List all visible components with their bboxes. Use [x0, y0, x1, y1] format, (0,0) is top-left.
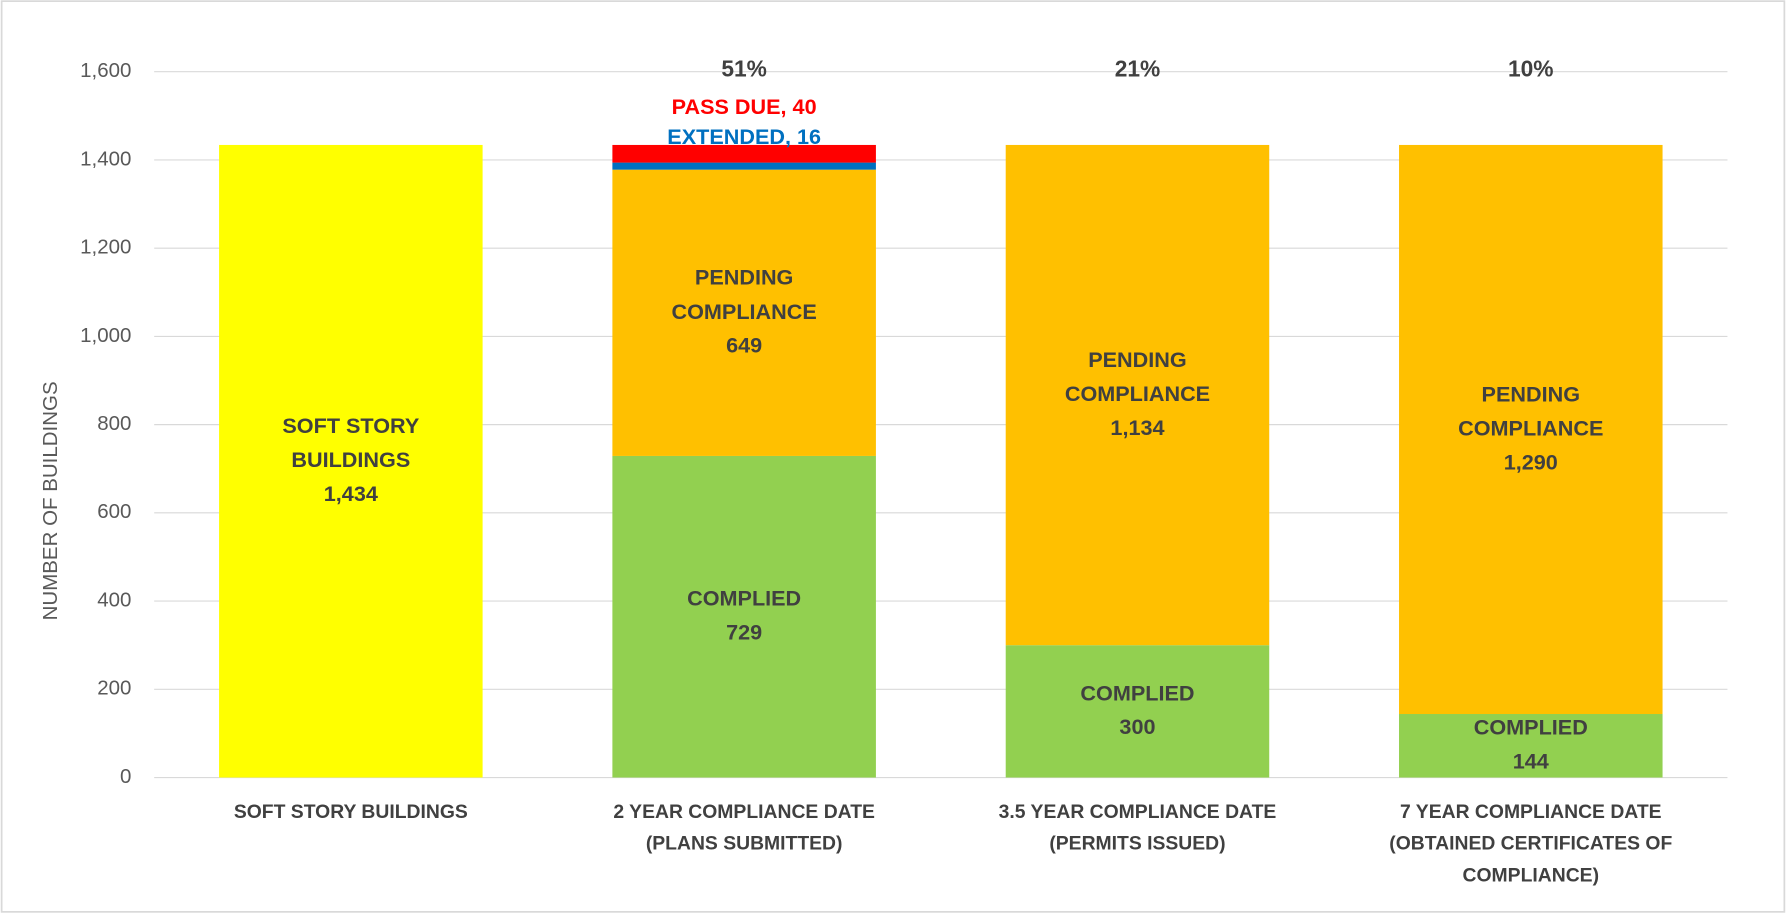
- bar-segment: COMPLIED: [612, 455, 876, 778]
- segment-name: COMPLIED: [1080, 680, 1194, 705]
- y-tick-label: 1,200: [80, 236, 131, 259]
- bar-segment: PASS DUE: [612, 144, 876, 163]
- x-tick-label: SOFT STORY BUILDINGS: [234, 801, 468, 823]
- data-label: 144: [1513, 749, 1549, 774]
- segment-name: PENDING COMPLIANCE: [672, 264, 817, 323]
- y-tick-label: 800: [97, 412, 131, 435]
- y-tick-label: 600: [97, 500, 131, 523]
- segment-name: PENDING COMPLIANCE: [1065, 347, 1210, 406]
- data-label: 300: [1119, 714, 1155, 739]
- data-label: 1,134: [1110, 415, 1164, 440]
- data-label: EXTENDED, 16: [667, 124, 821, 149]
- data-label: 1,434: [324, 481, 378, 506]
- annotation: 51%: [721, 56, 767, 82]
- segment-name: PENDING COMPLIANCE: [1458, 381, 1603, 440]
- x-tick-label: 7 YEAR COMPLIANCE DATE (OBTAINED CERTIFIC…: [1389, 801, 1672, 887]
- bar-segment: EXTENDED: [612, 162, 876, 170]
- y-tick-label: 1,000: [80, 324, 131, 347]
- labels: SOFT STORY BUILDINGS SOFT STORY BUILDINGS 1…: [234, 56, 1673, 887]
- bar-segment: PENDING COMPLIANCE: [1005, 144, 1270, 646]
- data-label: 1,290: [1504, 449, 1558, 474]
- segment-name: SOFT STORY BUILDINGS: [282, 413, 419, 472]
- x-tick-label: 3.5 YEAR COMPLIANCE DATE (PERMITS ISSUED): [999, 801, 1277, 855]
- segment-name: COMPLIED: [1474, 714, 1588, 739]
- bar-segment: COMPLIED: [1005, 645, 1270, 778]
- bar-segment: PENDING COMPLIANCE: [612, 169, 876, 456]
- bars: SOFT STORY BUILDINGSCOMPLIEDPENDING COMP…: [219, 144, 1663, 778]
- y-tick-label: 1,600: [80, 59, 131, 82]
- y-axis-label: NUMBER OF BUILDINGS: [39, 381, 62, 620]
- bar-segment: SOFT STORY BUILDINGS: [219, 144, 483, 778]
- data-label: PASS DUE, 40: [672, 94, 817, 119]
- data-label: 729: [726, 620, 762, 645]
- bar-segment: COMPLIED: [1399, 714, 1663, 778]
- y-tick-label: 0: [120, 765, 131, 788]
- segment-name: COMPLIED: [687, 585, 801, 610]
- annotation: 21%: [1115, 56, 1161, 82]
- x-tick-label: 2 YEAR COMPLIANCE DATE (PLANS SUBMITTED): [613, 801, 875, 855]
- data-label: 649: [726, 333, 762, 358]
- y-tick-label: 200: [97, 677, 131, 700]
- y-tick-label: 1,400: [80, 147, 131, 170]
- y-tick-label: 400: [97, 588, 131, 611]
- bar-segment: PENDING COMPLIANCE: [1399, 144, 1663, 715]
- annotation: 10%: [1508, 56, 1554, 82]
